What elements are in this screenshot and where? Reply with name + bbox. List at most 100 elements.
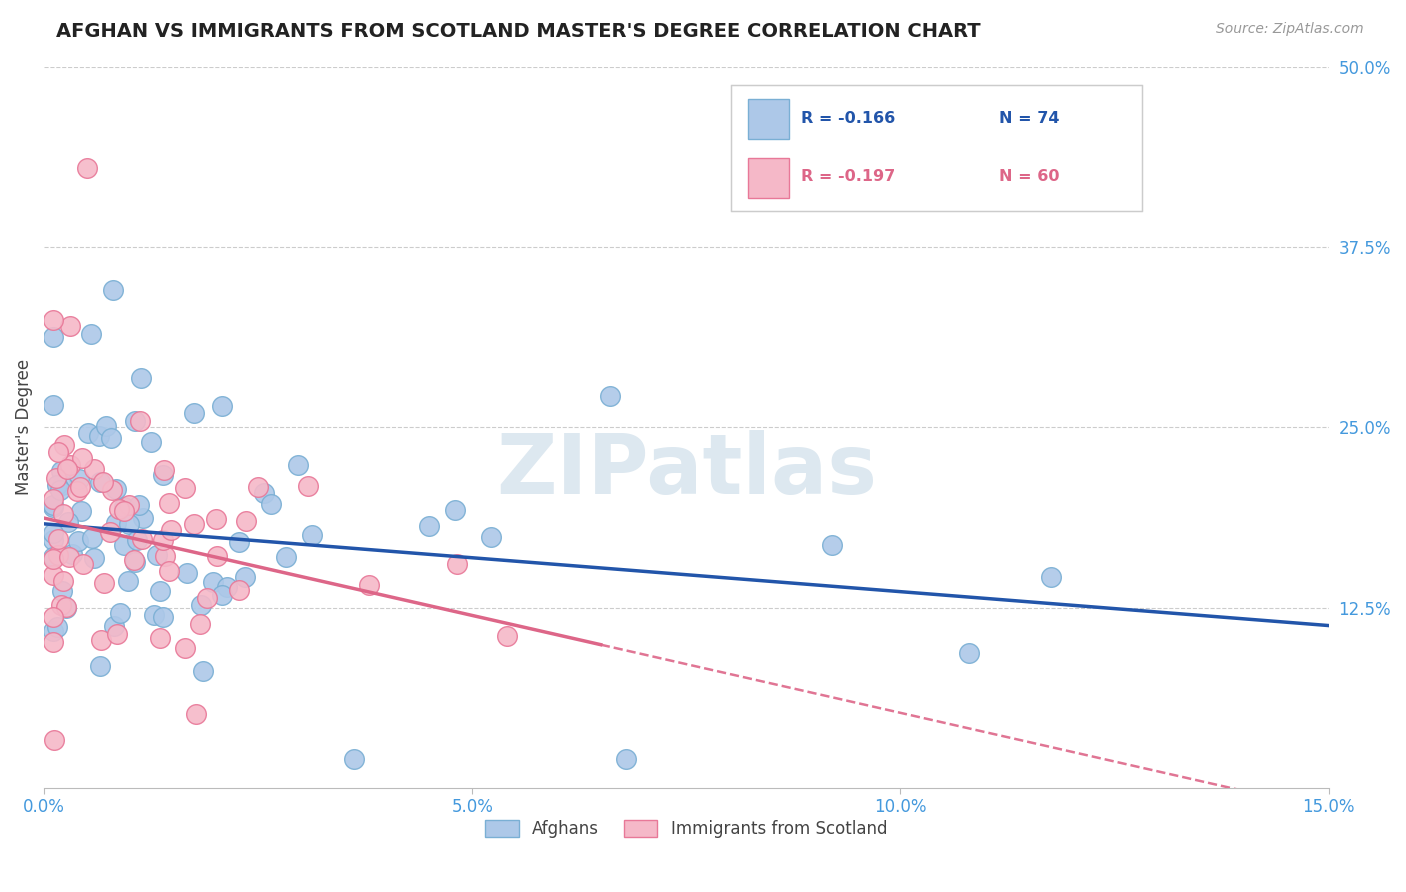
Point — [101, 483, 124, 497]
Point — [107, 502, 129, 516]
Point — [52, 507, 75, 521]
Point — [55, 600, 77, 615]
Point — [114, 538, 136, 552]
Point — [173, 481, 195, 495]
Point — [89, 659, 111, 673]
Point — [112, 500, 135, 515]
Point — [80, 326, 103, 341]
Point — [359, 577, 381, 591]
Point — [287, 458, 309, 473]
Point — [957, 646, 980, 660]
Point — [117, 574, 139, 588]
Point — [132, 511, 155, 525]
Point — [246, 480, 269, 494]
Point — [49, 483, 72, 497]
Point — [616, 752, 638, 766]
Point — [118, 498, 141, 512]
Point — [59, 458, 82, 472]
Point — [157, 565, 180, 579]
Point — [51, 598, 73, 612]
Text: ZIPatlas: ZIPatlas — [496, 430, 877, 511]
Point — [93, 576, 115, 591]
Point — [41, 533, 63, 547]
Point — [91, 475, 114, 489]
Point — [112, 504, 135, 518]
Point — [45, 620, 67, 634]
Point — [297, 479, 319, 493]
Point — [153, 463, 176, 477]
Point — [260, 497, 283, 511]
Point — [72, 451, 94, 466]
Point — [90, 633, 112, 648]
Point — [124, 553, 146, 567]
Point — [55, 599, 77, 614]
Point — [41, 526, 63, 541]
Point — [128, 499, 150, 513]
Point — [160, 523, 183, 537]
Point — [46, 532, 69, 546]
Point — [184, 707, 207, 722]
Point — [98, 524, 121, 539]
Point — [129, 371, 152, 385]
Point — [205, 511, 228, 525]
Point — [103, 283, 125, 297]
Point — [233, 570, 256, 584]
Point — [69, 480, 91, 494]
Point — [76, 161, 98, 175]
Point — [41, 313, 63, 327]
Point — [152, 533, 174, 547]
Point — [143, 607, 166, 622]
Point — [41, 491, 63, 506]
Point — [46, 445, 69, 459]
Point — [201, 574, 224, 589]
Point — [190, 616, 212, 631]
Point — [41, 610, 63, 624]
Point — [77, 426, 100, 441]
Point — [51, 464, 73, 478]
Point — [152, 609, 174, 624]
Point — [56, 515, 79, 529]
Text: Source: ZipAtlas.com: Source: ZipAtlas.com — [1216, 22, 1364, 37]
Point — [55, 461, 77, 475]
Point — [599, 389, 621, 403]
Point — [446, 557, 468, 571]
Point — [205, 549, 228, 564]
Point — [274, 550, 297, 565]
Point — [41, 634, 63, 648]
Point — [124, 555, 146, 569]
Point — [211, 588, 233, 602]
Point — [124, 414, 146, 428]
Point — [129, 414, 152, 428]
Point — [69, 504, 91, 518]
Point — [41, 500, 63, 514]
Point — [41, 552, 63, 566]
Point — [58, 550, 80, 565]
Point — [342, 752, 364, 766]
Point — [82, 531, 104, 545]
Point — [72, 557, 94, 571]
Point — [157, 496, 180, 510]
Point — [418, 519, 440, 533]
Point — [139, 435, 162, 450]
Point — [235, 514, 257, 528]
Point — [94, 418, 117, 433]
Point — [118, 516, 141, 531]
Point — [131, 533, 153, 547]
Point — [100, 431, 122, 445]
Point — [146, 549, 169, 563]
Point — [53, 438, 76, 452]
Point — [103, 618, 125, 632]
Point — [195, 591, 218, 606]
Point — [66, 534, 89, 549]
Point — [60, 547, 83, 561]
Point — [444, 503, 467, 517]
Point — [41, 330, 63, 344]
Point — [479, 530, 502, 544]
Point — [253, 486, 276, 500]
Point — [46, 548, 69, 562]
Point — [1039, 569, 1062, 583]
Point — [51, 583, 73, 598]
Point — [301, 527, 323, 541]
Point — [83, 551, 105, 566]
Y-axis label: Master's Degree: Master's Degree — [15, 359, 32, 495]
